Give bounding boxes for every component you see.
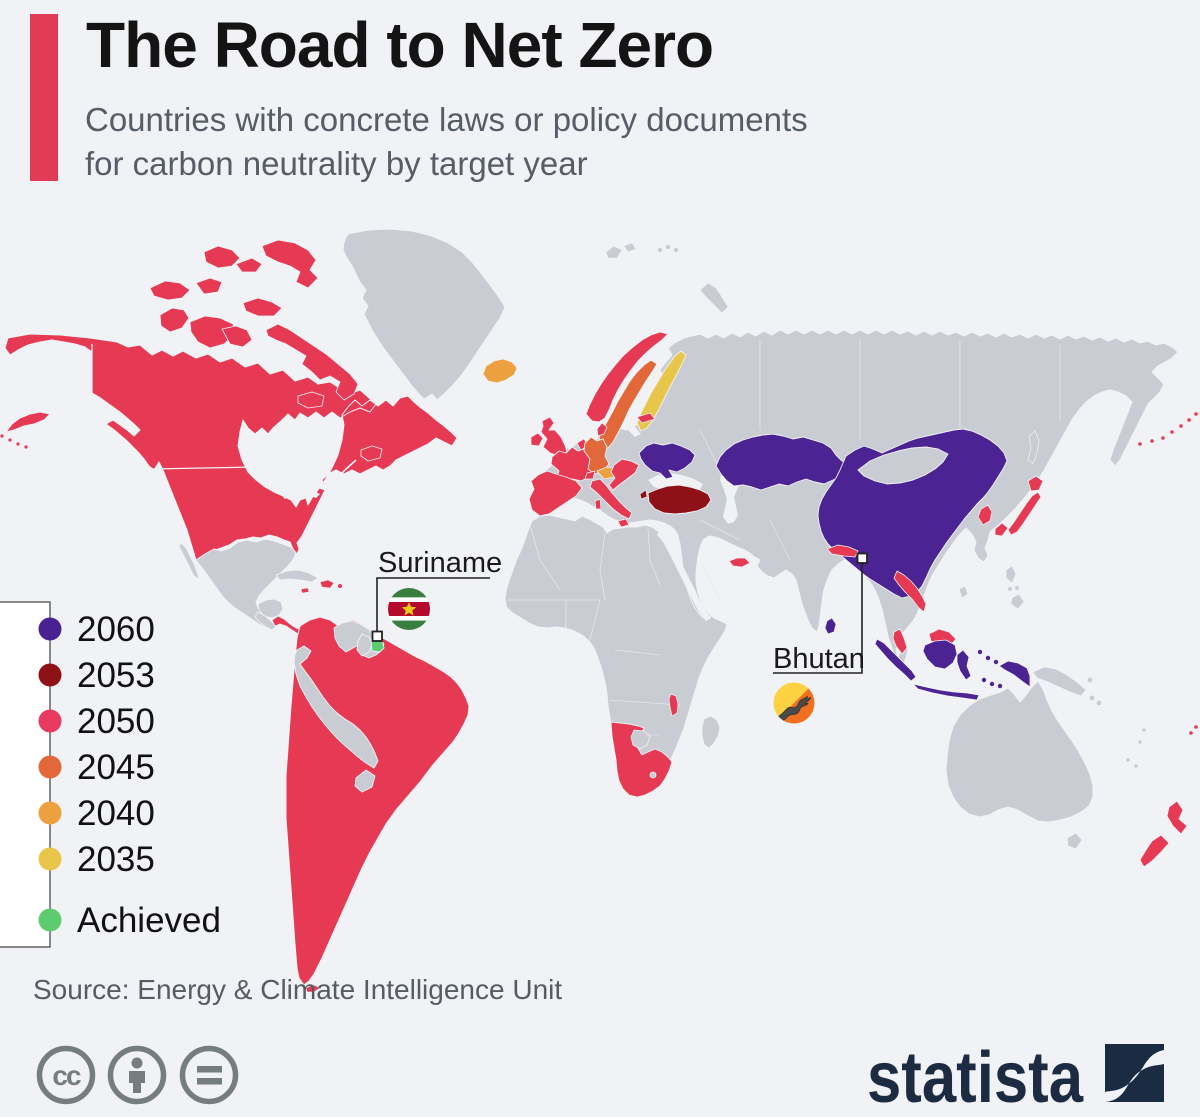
- svg-text:2045: 2045: [77, 748, 155, 787]
- svg-text:2040: 2040: [77, 794, 155, 833]
- svg-text:Achieved: Achieved: [77, 901, 221, 940]
- svg-text:2035: 2035: [77, 840, 155, 879]
- svg-text:statista: statista: [867, 1038, 1084, 1110]
- svg-text:2060: 2060: [77, 610, 155, 649]
- svg-text:2050: 2050: [77, 702, 155, 741]
- svg-text:2053: 2053: [77, 656, 155, 695]
- svg-text:cc: cc: [52, 1060, 81, 1091]
